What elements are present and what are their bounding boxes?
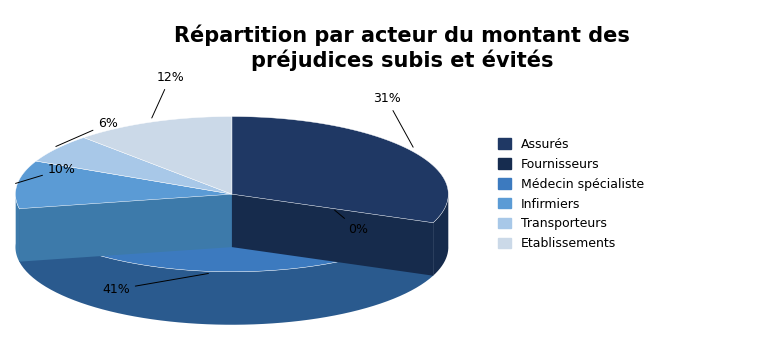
Polygon shape: [232, 194, 433, 276]
Text: 0%: 0%: [335, 210, 368, 236]
Polygon shape: [19, 194, 232, 262]
Polygon shape: [19, 209, 433, 325]
Text: 41%: 41%: [102, 274, 209, 296]
Polygon shape: [15, 191, 19, 262]
Text: 10%: 10%: [15, 163, 76, 184]
Legend: Assurés, Fournisseurs, Médecin spécialiste, Infirmiers, Transporteurs, Etablisse: Assurés, Fournisseurs, Médecin spécialis…: [493, 133, 649, 255]
Text: Répartition par acteur du montant des
préjudices subis et évités: Répartition par acteur du montant des pr…: [174, 25, 630, 71]
Polygon shape: [19, 194, 232, 262]
Polygon shape: [232, 194, 433, 276]
Polygon shape: [232, 116, 448, 223]
Polygon shape: [15, 161, 232, 209]
Polygon shape: [232, 194, 433, 223]
Text: 6%: 6%: [56, 117, 118, 146]
Polygon shape: [19, 194, 433, 272]
Polygon shape: [83, 116, 232, 194]
Polygon shape: [433, 193, 448, 276]
Text: 31%: 31%: [373, 92, 413, 147]
Text: 12%: 12%: [152, 71, 184, 118]
Polygon shape: [36, 138, 232, 194]
